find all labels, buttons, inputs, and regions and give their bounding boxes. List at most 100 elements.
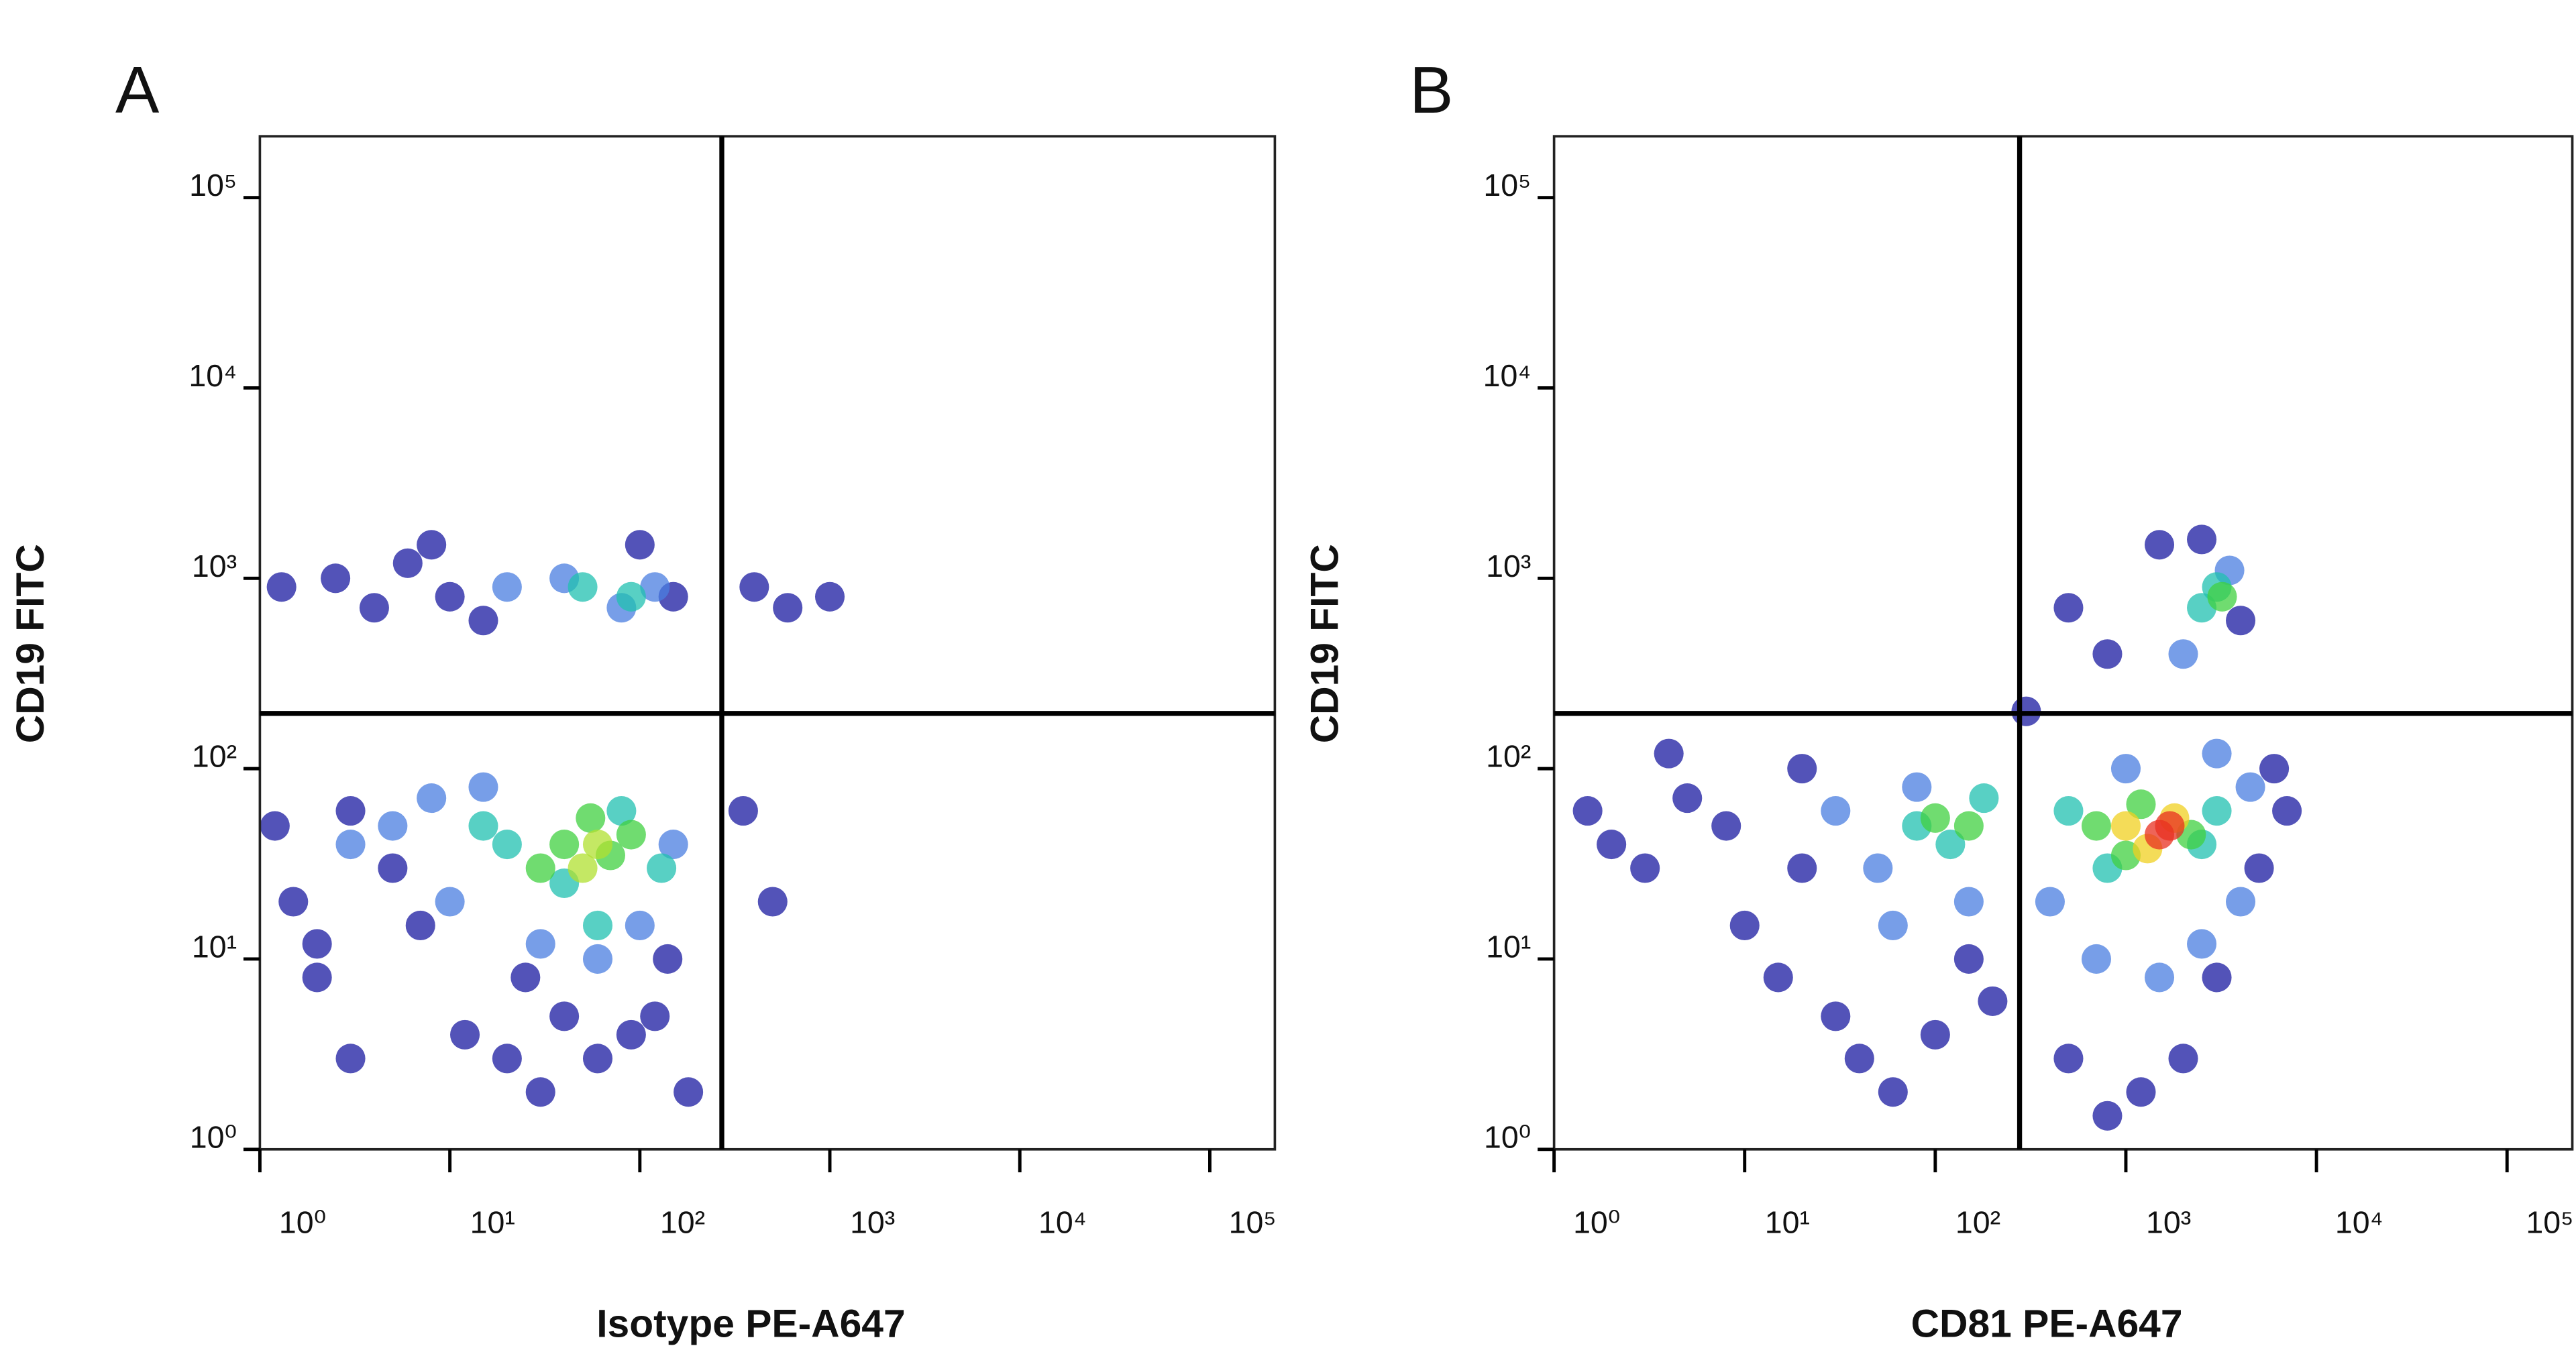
x-tick-label: 10³: [2146, 1205, 2191, 1240]
event-point: [739, 572, 769, 602]
event-point: [1953, 887, 1984, 917]
event-point: [2187, 524, 2217, 555]
event-point: [468, 606, 498, 636]
event-point: [2053, 796, 2084, 826]
event-point: [2110, 754, 2141, 784]
y-tick-label: 10⁵: [1483, 168, 1531, 203]
event-point: [302, 962, 332, 993]
event-point: [616, 1019, 646, 1050]
event-point: [647, 853, 677, 883]
event-point: [2235, 772, 2265, 802]
event-point: [1863, 853, 1893, 883]
event-point: [492, 1044, 522, 1074]
event-point: [1572, 796, 1603, 826]
event-point: [2155, 811, 2185, 841]
plot-area: [1572, 524, 2302, 1131]
event-point: [773, 593, 803, 623]
event-point: [2126, 789, 2156, 820]
y-axis-label: CD19 FITC: [1303, 544, 1346, 743]
event-point: [1953, 944, 1984, 974]
event-point: [492, 572, 522, 602]
event-point: [2202, 962, 2232, 993]
panel: A 10⁰ 10¹ 10² 10³ 10⁴ 10⁵ 10⁰ 10¹ 10² 10³ 10⁴ 10⁵ Iso…: [9, 53, 1277, 1346]
event-point: [2226, 887, 2256, 917]
event-point: [606, 796, 637, 826]
event-point: [2259, 754, 2290, 784]
event-point: [625, 910, 655, 940]
x-tick-label: 10²: [1955, 1205, 2000, 1240]
event-point: [625, 530, 655, 560]
event-point: [278, 887, 309, 917]
event-point: [335, 1044, 366, 1074]
y-tick-label: 10⁴: [189, 358, 237, 393]
event-point: [2202, 796, 2232, 826]
event-point: [392, 548, 423, 578]
plot-area: [260, 530, 845, 1107]
event-point: [492, 830, 522, 860]
event-point: [2126, 1077, 2156, 1107]
y-axis-label: CD19 FITC: [9, 544, 52, 743]
x-tick-label: 10¹: [470, 1205, 515, 1240]
event-point: [2168, 1044, 2198, 1074]
event-point: [549, 830, 580, 860]
plot-frame: [258, 135, 1277, 1151]
event-point: [359, 593, 389, 623]
y-tick-label: 10⁵: [189, 168, 237, 203]
event-point: [582, 830, 613, 860]
event-point: [468, 811, 498, 841]
y-tick-label: 10¹: [192, 930, 237, 964]
event-point: [2207, 581, 2237, 612]
x-tick-label: 10⁵: [2526, 1205, 2573, 1240]
x-tick-label: 10⁴: [1038, 1205, 1087, 1240]
event-point: [2092, 1101, 2123, 1131]
x-tick-label: 10⁰: [279, 1205, 326, 1240]
event-point: [1878, 910, 1908, 940]
x-axis-label: Isotype PE-A647: [596, 1302, 905, 1346]
event-point: [1844, 1044, 1874, 1074]
event-point: [1630, 853, 1660, 883]
x-tick-label: 10⁵: [1229, 1205, 1277, 1240]
event-point: [640, 572, 670, 602]
event-point: [1978, 986, 2008, 1016]
panel-label: A: [115, 53, 160, 127]
event-point: [2226, 606, 2256, 636]
event-point: [2053, 1044, 2084, 1074]
y-tick-label: 10¹: [1486, 930, 1531, 964]
panel: B 10⁰ 10¹ 10² 10³ 10⁴ 10⁵ 10⁰ 10¹ 10² 10³ 10⁴ 10⁵ CD8…: [1303, 53, 2573, 1346]
event-point: [378, 853, 408, 883]
event-point: [302, 929, 332, 959]
event-point: [757, 887, 788, 917]
event-point: [266, 572, 297, 602]
event-point: [640, 1001, 670, 1031]
event-point: [674, 1077, 704, 1107]
event-point: [1920, 1019, 1950, 1050]
event-point: [1597, 830, 1627, 860]
event-point: [2035, 887, 2065, 917]
event-point: [616, 581, 646, 612]
event-point: [511, 962, 541, 993]
event-point: [2081, 811, 2112, 841]
x-tick-label: 10¹: [1765, 1205, 1810, 1240]
event-point: [335, 796, 366, 826]
event-point: [658, 830, 688, 860]
event-point: [1969, 783, 1999, 813]
event-point: [468, 772, 498, 802]
event-point: [2144, 962, 2175, 993]
event-point: [568, 572, 598, 602]
event-point: [549, 1001, 580, 1031]
event-point: [1902, 772, 1932, 802]
event-point: [582, 944, 613, 974]
x-tick-label: 10³: [850, 1205, 895, 1240]
event-point: [378, 811, 408, 841]
x-tick-label: 10⁰: [1573, 1205, 1620, 1240]
event-point: [2110, 811, 2141, 841]
y-tick-label: 10³: [192, 549, 237, 583]
y-tick-label: 10³: [1486, 549, 1531, 583]
event-point: [1935, 830, 1966, 860]
y-tick-label: 10²: [1486, 739, 1531, 774]
event-point: [1787, 853, 1817, 883]
event-point: [1711, 811, 1741, 841]
event-point: [1729, 910, 1760, 940]
